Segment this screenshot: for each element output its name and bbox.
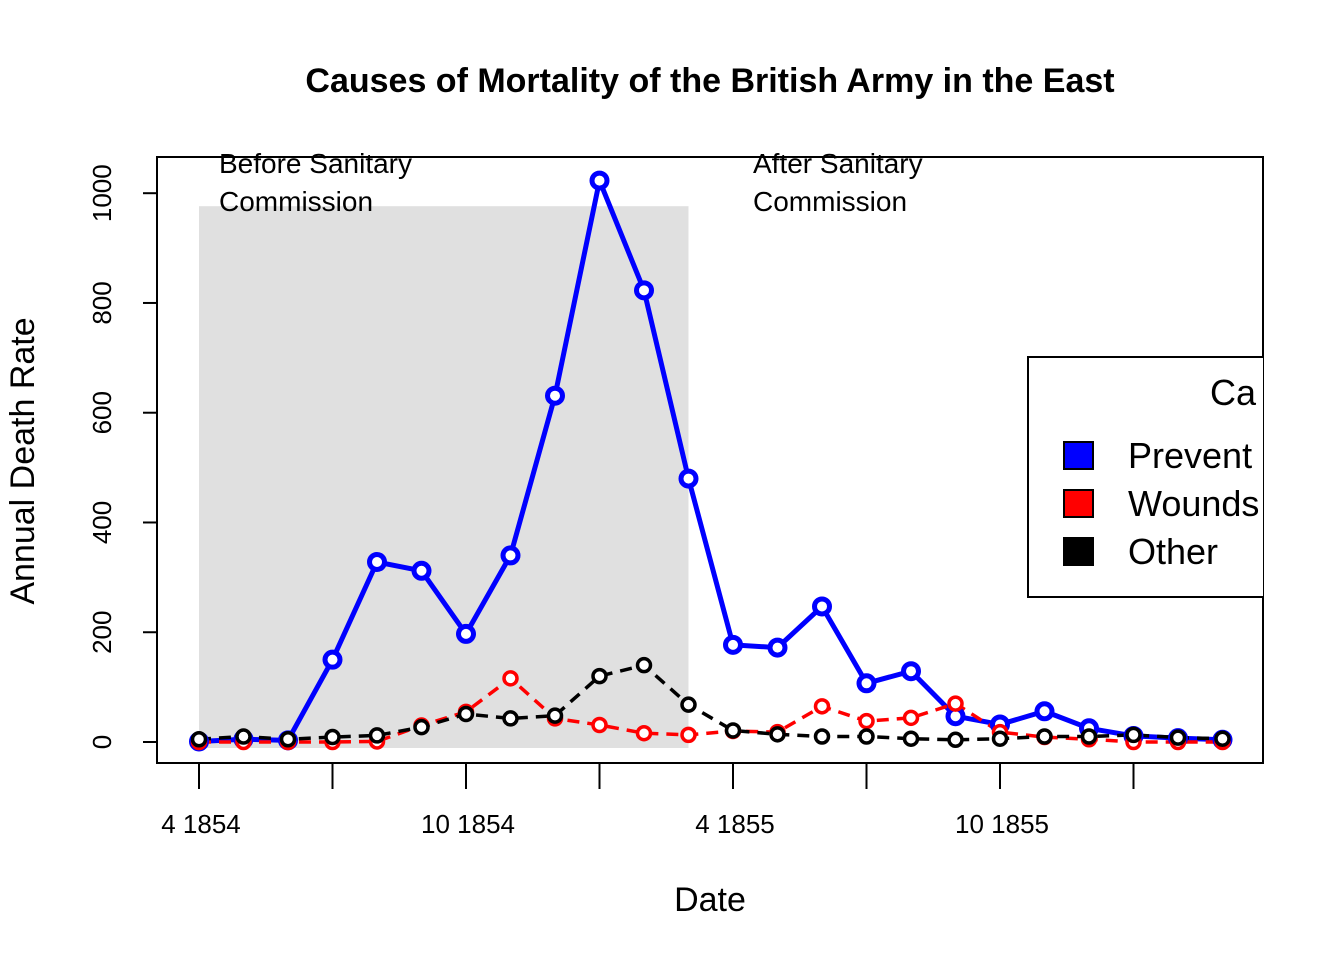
- data-point-preventable: [901, 661, 921, 682]
- data-point-wounds: [635, 724, 653, 742]
- x-tick-label: 4 1854: [161, 809, 241, 839]
- y-tick-label: 600: [87, 391, 117, 434]
- annotation-line: Commission: [753, 186, 907, 217]
- data-point-other: [1080, 728, 1098, 745]
- data-point-wounds: [680, 726, 697, 744]
- data-point-wounds: [902, 709, 920, 727]
- legend-label-other: Other: [1128, 531, 1218, 572]
- data-point-wounds: [591, 716, 608, 734]
- data-point-preventable: [322, 649, 343, 670]
- legend: Ca Prevent Wounds Other: [1027, 356, 1263, 598]
- y-tick-label: 200: [87, 611, 117, 654]
- data-point-other: [190, 731, 208, 748]
- data-point-other: [680, 696, 697, 713]
- data-point-other: [279, 731, 297, 748]
- annotation-line: Before Sanitary: [219, 148, 412, 179]
- y-tick-label: 800: [87, 281, 117, 324]
- annotation-0: Before Sanitary Commission: [219, 148, 412, 217]
- data-point-other: [1169, 729, 1187, 746]
- data-point-other: [591, 667, 608, 685]
- legend-label-prevent: Prevent: [1128, 435, 1252, 476]
- legend-title: Ca: [1210, 372, 1257, 413]
- legend-swatch-other: [1063, 537, 1094, 566]
- plot-area: Before Sanitary Commission After Sanitary C…: [87, 148, 1264, 839]
- data-point-preventable: [1034, 701, 1055, 722]
- data-point-preventable: [856, 673, 877, 694]
- data-point-preventable: [367, 551, 387, 572]
- data-point-preventable: [812, 596, 832, 617]
- x-tick-label: 4 1855: [695, 809, 775, 839]
- annotation-1: After Sanitary Commission: [753, 148, 923, 217]
- legend-label-wounds: Wounds: [1128, 483, 1259, 524]
- data-point-preventable: [411, 560, 432, 581]
- data-point-other: [902, 730, 920, 747]
- data-point-preventable: [767, 637, 788, 658]
- data-point-other: [368, 727, 386, 744]
- data-point-other: [413, 718, 430, 736]
- x-tick-label: 10 1855: [955, 809, 1049, 839]
- y-axis-label: Annual Death Rate: [4, 317, 42, 604]
- y-tick-label: 400: [87, 501, 117, 544]
- data-point-other: [813, 728, 831, 745]
- data-point-preventable: [634, 280, 654, 301]
- data-point-other: [991, 730, 1009, 747]
- x-tick-label: 10 1854: [421, 809, 515, 839]
- annotation-line: After Sanitary: [753, 148, 923, 179]
- data-point-other: [724, 722, 742, 739]
- data-point-other: [502, 710, 519, 727]
- data-point-other: [769, 726, 786, 743]
- series-group: [189, 170, 1233, 752]
- data-point-wounds: [813, 698, 831, 715]
- x-axis-label: Date: [674, 881, 746, 919]
- data-point-other: [546, 707, 564, 724]
- y-tick-label: 1000: [87, 164, 117, 222]
- data-point-other: [1125, 726, 1142, 744]
- chart-title: Causes of Mortality of the British Army …: [305, 62, 1114, 100]
- y-tick-label: 0: [87, 735, 117, 749]
- legend-swatch-wounds: [1063, 489, 1094, 518]
- annotation-line: Commission: [219, 186, 373, 217]
- data-point-preventable: [723, 634, 743, 655]
- data-point-other: [947, 731, 964, 749]
- legend-swatch-prevent: [1063, 441, 1094, 470]
- data-point-other: [1214, 730, 1231, 747]
- data-point-wounds: [858, 712, 875, 730]
- data-point-wounds: [947, 695, 964, 712]
- data-point-preventable: [589, 170, 610, 191]
- data-point-other: [457, 705, 475, 723]
- data-point-other: [635, 656, 653, 674]
- data-point-preventable: [678, 468, 699, 489]
- data-point-preventable: [545, 385, 565, 406]
- shaded-region-before-commission: [199, 206, 689, 748]
- data-point-preventable: [456, 623, 476, 644]
- data-point-other: [858, 728, 875, 745]
- data-point-wounds: [502, 670, 519, 687]
- data-point-other: [235, 728, 252, 745]
- data-point-other: [1036, 728, 1053, 745]
- data-point-other: [324, 728, 341, 746]
- data-point-preventable: [500, 545, 521, 566]
